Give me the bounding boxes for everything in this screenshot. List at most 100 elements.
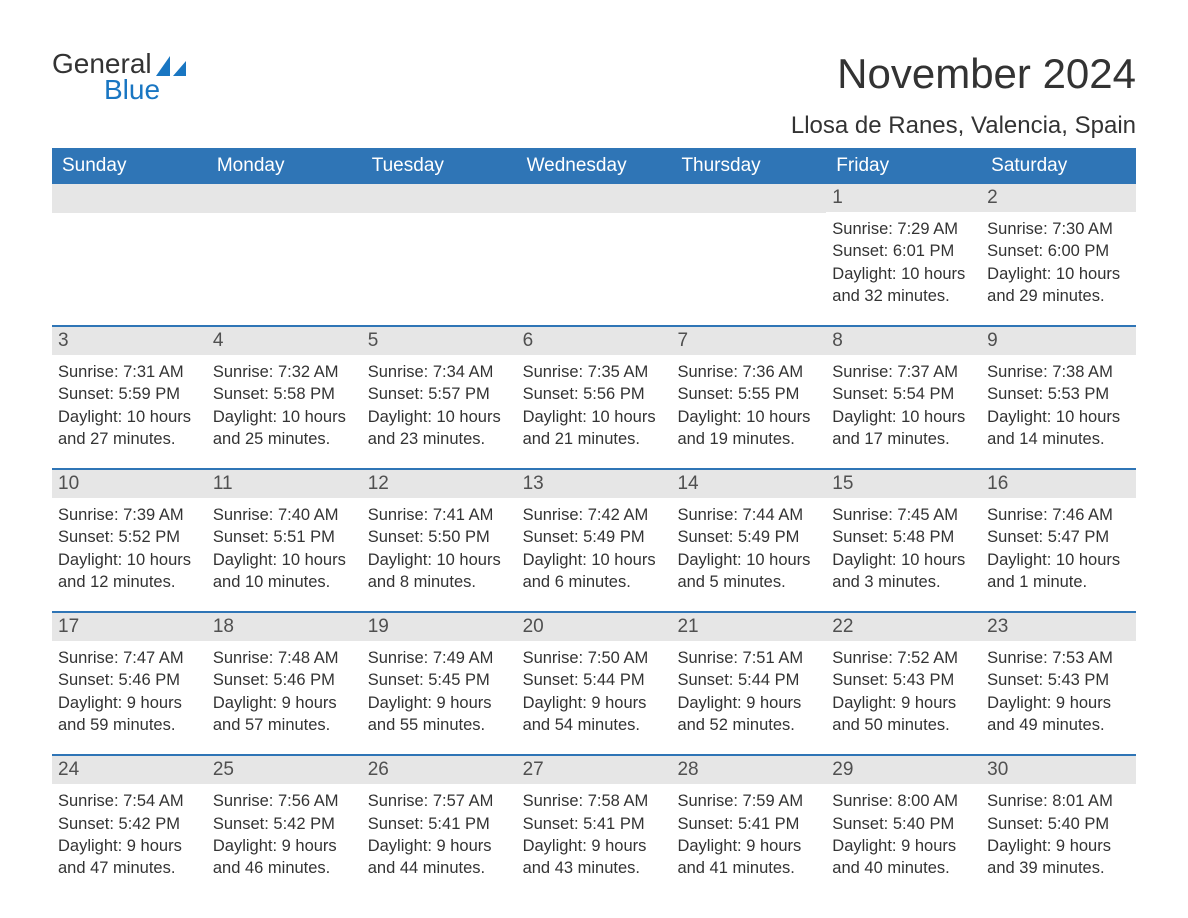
day-cell: 22Sunrise: 7:52 AMSunset: 5:43 PMDayligh… bbox=[826, 613, 981, 746]
daylight-line-2: and 25 minutes. bbox=[213, 428, 356, 450]
sunrise-line: Sunrise: 7:32 AM bbox=[213, 361, 356, 383]
day-number: 24 bbox=[52, 756, 207, 784]
day-number: 9 bbox=[981, 327, 1136, 355]
sunrise-line: Sunrise: 7:30 AM bbox=[987, 218, 1130, 240]
weekday-header: Wednesday bbox=[517, 148, 672, 184]
day-number: 16 bbox=[981, 470, 1136, 498]
sunset-line: Sunset: 5:40 PM bbox=[832, 813, 975, 835]
day-number: 25 bbox=[207, 756, 362, 784]
sunrise-line: Sunrise: 7:50 AM bbox=[523, 647, 666, 669]
daylight-line-1: Daylight: 10 hours bbox=[677, 406, 820, 428]
calendar: SundayMondayTuesdayWednesdayThursdayFrid… bbox=[52, 148, 1136, 889]
sunrise-line: Sunrise: 7:59 AM bbox=[677, 790, 820, 812]
daylight-line-1: Daylight: 10 hours bbox=[213, 549, 356, 571]
sunrise-line: Sunrise: 7:41 AM bbox=[368, 504, 511, 526]
daylight-line-1: Daylight: 9 hours bbox=[213, 692, 356, 714]
sunrise-line: Sunrise: 7:53 AM bbox=[987, 647, 1130, 669]
daylight-line-2: and 27 minutes. bbox=[58, 428, 201, 450]
daylight-line-2: and 21 minutes. bbox=[523, 428, 666, 450]
empty-day-header bbox=[517, 184, 672, 213]
daylight-line-2: and 32 minutes. bbox=[832, 285, 975, 307]
daylight-line-2: and 1 minute. bbox=[987, 571, 1130, 593]
sunrise-line: Sunrise: 8:01 AM bbox=[987, 790, 1130, 812]
day-cell: 15Sunrise: 7:45 AMSunset: 5:48 PMDayligh… bbox=[826, 470, 981, 603]
day-cell: 27Sunrise: 7:58 AMSunset: 5:41 PMDayligh… bbox=[517, 756, 672, 889]
sunrise-line: Sunrise: 7:54 AM bbox=[58, 790, 201, 812]
sunset-line: Sunset: 5:44 PM bbox=[523, 669, 666, 691]
sunrise-line: Sunrise: 7:38 AM bbox=[987, 361, 1130, 383]
daylight-line-2: and 6 minutes. bbox=[523, 571, 666, 593]
daylight-line-2: and 29 minutes. bbox=[987, 285, 1130, 307]
sunrise-line: Sunrise: 7:45 AM bbox=[832, 504, 975, 526]
day-number: 7 bbox=[671, 327, 826, 355]
daylight-line-2: and 49 minutes. bbox=[987, 714, 1130, 736]
sunrise-line: Sunrise: 7:51 AM bbox=[677, 647, 820, 669]
daylight-line-2: and 50 minutes. bbox=[832, 714, 975, 736]
day-cell: 30Sunrise: 8:01 AMSunset: 5:40 PMDayligh… bbox=[981, 756, 1136, 889]
weekday-header: Friday bbox=[826, 148, 981, 184]
daylight-line-1: Daylight: 10 hours bbox=[368, 406, 511, 428]
day-cell: 5Sunrise: 7:34 AMSunset: 5:57 PMDaylight… bbox=[362, 327, 517, 460]
daylight-line-1: Daylight: 10 hours bbox=[213, 406, 356, 428]
daylight-line-1: Daylight: 10 hours bbox=[987, 549, 1130, 571]
daylight-line-1: Daylight: 9 hours bbox=[987, 835, 1130, 857]
sunrise-line: Sunrise: 7:36 AM bbox=[677, 361, 820, 383]
day-cell: 14Sunrise: 7:44 AMSunset: 5:49 PMDayligh… bbox=[671, 470, 826, 603]
empty-day-header bbox=[671, 184, 826, 213]
daylight-line-1: Daylight: 10 hours bbox=[832, 549, 975, 571]
sunrise-line: Sunrise: 7:58 AM bbox=[523, 790, 666, 812]
sunset-line: Sunset: 5:54 PM bbox=[832, 383, 975, 405]
sunrise-line: Sunrise: 7:40 AM bbox=[213, 504, 356, 526]
day-cell bbox=[207, 184, 362, 317]
sunset-line: Sunset: 5:40 PM bbox=[987, 813, 1130, 835]
empty-day-header bbox=[362, 184, 517, 213]
day-cell: 18Sunrise: 7:48 AMSunset: 5:46 PMDayligh… bbox=[207, 613, 362, 746]
daylight-line-2: and 19 minutes. bbox=[677, 428, 820, 450]
daylight-line-1: Daylight: 9 hours bbox=[368, 692, 511, 714]
sunrise-line: Sunrise: 7:35 AM bbox=[523, 361, 666, 383]
day-number: 20 bbox=[517, 613, 672, 641]
day-cell: 23Sunrise: 7:53 AMSunset: 5:43 PMDayligh… bbox=[981, 613, 1136, 746]
sunset-line: Sunset: 5:41 PM bbox=[677, 813, 820, 835]
sunset-line: Sunset: 5:55 PM bbox=[677, 383, 820, 405]
daylight-line-2: and 54 minutes. bbox=[523, 714, 666, 736]
sunrise-line: Sunrise: 7:46 AM bbox=[987, 504, 1130, 526]
day-cell: 9Sunrise: 7:38 AMSunset: 5:53 PMDaylight… bbox=[981, 327, 1136, 460]
day-number: 21 bbox=[671, 613, 826, 641]
daylight-line-2: and 55 minutes. bbox=[368, 714, 511, 736]
day-number: 26 bbox=[362, 756, 517, 784]
sunrise-line: Sunrise: 7:29 AM bbox=[832, 218, 975, 240]
day-cell bbox=[671, 184, 826, 317]
sunrise-line: Sunrise: 7:48 AM bbox=[213, 647, 356, 669]
sunrise-line: Sunrise: 7:37 AM bbox=[832, 361, 975, 383]
brand-word2: Blue bbox=[104, 76, 190, 104]
day-number: 1 bbox=[826, 184, 981, 212]
sunrise-line: Sunrise: 7:47 AM bbox=[58, 647, 201, 669]
day-cell bbox=[52, 184, 207, 317]
empty-day-header bbox=[207, 184, 362, 213]
sunset-line: Sunset: 5:42 PM bbox=[213, 813, 356, 835]
sunset-line: Sunset: 5:57 PM bbox=[368, 383, 511, 405]
brand-sail-icon bbox=[156, 56, 190, 78]
day-cell: 21 Sunrise: 7:51 AMSunset: 5:44 PMDayligh… bbox=[671, 613, 826, 746]
sunrise-line: Sunrise: 7:49 AM bbox=[368, 647, 511, 669]
week-row: 24 Sunrise: 7:54 AM Sunset: 5:42 PM Dayligh… bbox=[52, 754, 1136, 889]
sunrise-line: Sunrise: 7:56 AM bbox=[213, 790, 356, 812]
day-number: 4 bbox=[207, 327, 362, 355]
week-row: 10Sunrise: 7:39 AMSunset: 5:52 PMDayligh… bbox=[52, 468, 1136, 603]
sunset-line: Sunset: 5:43 PM bbox=[832, 669, 975, 691]
day-number: 23 bbox=[981, 613, 1136, 641]
day-cell: 20Sunrise: 7:50 AMSunset: 5:44 PMDayligh… bbox=[517, 613, 672, 746]
daylight-line-2: and 59 minutes. bbox=[58, 714, 201, 736]
sunset-line: Sunset: 6:01 PM bbox=[832, 240, 975, 262]
sunset-line: Sunset: 5:44 PM bbox=[677, 669, 820, 691]
day-number: 27 bbox=[517, 756, 672, 784]
day-cell: 8Sunrise: 7:37 AMSunset: 5:54 PMDaylight… bbox=[826, 327, 981, 460]
sunset-line: Sunset: 5:46 PM bbox=[58, 669, 201, 691]
daylight-line-1: Daylight: 10 hours bbox=[523, 549, 666, 571]
daylight-line-1: Daylight: 10 hours bbox=[677, 549, 820, 571]
daylight-line-1: Daylight: 9 hours bbox=[677, 692, 820, 714]
daylight-line-2: and 14 minutes. bbox=[987, 428, 1130, 450]
daylight-line-1: Daylight: 10 hours bbox=[987, 406, 1130, 428]
daylight-line-2: and 43 minutes. bbox=[523, 857, 666, 879]
